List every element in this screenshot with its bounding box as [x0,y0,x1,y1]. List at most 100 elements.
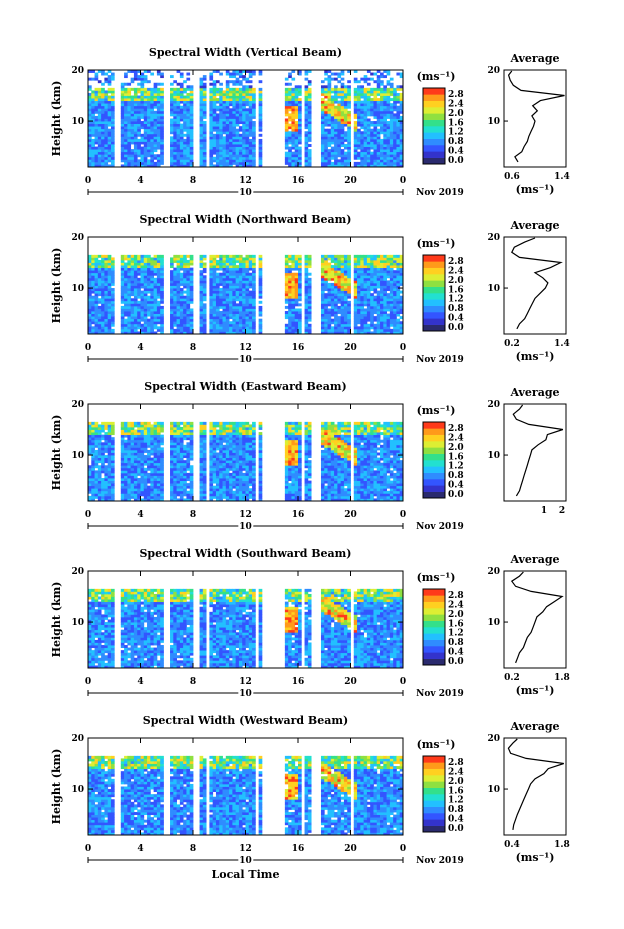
avg-x-axis-label: (ms⁻¹) [516,183,555,196]
colorbar-frame [422,254,446,332]
colorbar-swatch [423,466,445,473]
colorbar-swatch [423,126,445,133]
x-tick-label: 0 [85,677,91,687]
colorbar-swatch [423,286,445,294]
colorbar-tick-label: 1.2 [448,629,464,639]
x-tick-label: 0 [400,677,406,687]
avg-x-tick-label: 0.2 [504,339,520,349]
chart-panel-0: Spectral Width (Vertical Beam) 10 20 Height… [50,46,570,200]
avg-y-tick-label: 20 [487,400,500,410]
x-tick-label: 16 [292,176,305,186]
colorbar-swatch [423,138,445,146]
colorbar-swatch [423,658,445,666]
y-tick-label: 20 [71,567,84,577]
colorbar-swatch [423,472,445,480]
x-tick-label: 12 [239,510,252,520]
colorbar-swatch [423,589,445,596]
colorbar-tick-label: 0.4 [448,147,464,157]
heatmap-cells [88,755,404,836]
date-label: Nov 2019 [416,856,464,866]
colorbar-swatch [423,627,445,634]
colorbar-swatch [423,312,445,319]
colorbar-tick-label: 2.0 [448,610,464,620]
x-tick-label: 20 [344,343,357,353]
x-tick-label: 8 [190,343,196,353]
colorbar-frame [422,87,446,165]
colorbar-swatch [423,608,445,615]
colorbar-tick-label: 2.0 [448,777,464,787]
colorbar-tick-label: 2.0 [448,276,464,286]
y-tick-label: 10 [71,785,84,795]
x-tick-label: 12 [239,844,252,854]
colorbar-swatch [423,428,445,435]
colorbar-tick-label: 1.6 [448,452,464,462]
avg-x-tick-label: 0.2 [504,673,520,683]
colorbar-swatch [423,762,445,769]
colorbar-tick-label: 0.0 [448,657,464,667]
y-tick-label: 10 [71,618,84,628]
colorbar-swatch [423,825,445,833]
panel-title: Spectral Width (Westward Beam) [143,714,348,727]
colorbar-swatch [423,794,445,801]
colorbar-tick-label: 0.8 [448,805,464,815]
colorbar-swatch [423,601,445,609]
y-tick-label: 10 [71,117,84,127]
date-label: Nov 2019 [416,188,464,198]
colorbar-tick-label: 0.8 [448,638,464,648]
colorbar-unit: (ms⁻¹) [417,237,456,250]
date-label: Nov 2019 [416,355,464,365]
y-tick-label: 20 [71,734,84,744]
colorbar: (ms⁻¹) 2.82.42.01.61.20.80.40.0 [417,571,464,667]
colorbar-tick-label: 2.8 [448,591,464,601]
colorbar-tick-label: 2.4 [448,767,464,777]
y-axis-label: Height (km) [50,248,63,324]
average-profile-line [512,404,564,497]
avg-y-tick-label: 20 [487,734,500,744]
colorbar-tick-label: 2.4 [448,600,464,610]
colorbar-tick-label: 1.6 [448,619,464,629]
panel-title: Spectral Width (Southward Beam) [139,547,351,560]
x-tick-label: 4 [137,510,143,520]
colorbar-frame [422,588,446,666]
colorbar-swatch [423,813,445,820]
avg-y-tick-label: 20 [487,233,500,243]
colorbar-swatch [423,145,445,152]
average-frame [503,236,567,335]
avg-x-tick-label: 1 [541,506,547,516]
colorbar-swatch [423,293,445,300]
y-axis-label: Height (km) [50,582,63,658]
colorbar-tick-label: 0.4 [448,815,464,825]
colorbar-tick-label: 2.8 [448,758,464,768]
y-tick-label: 10 [71,451,84,461]
date-label: Nov 2019 [416,689,464,699]
colorbar-swatch [423,756,445,763]
average-title: Average [509,219,559,232]
colorbar-swatch [423,299,445,306]
day-label: 10 [239,522,252,532]
colorbar-swatch [423,595,445,602]
colorbar-swatch [423,614,445,621]
colorbar-unit: (ms⁻¹) [417,571,456,584]
heatmap-cells [88,588,404,669]
x-tick-label: 16 [292,844,305,854]
colorbar-tick-label: 1.2 [448,796,464,806]
average-title: Average [509,386,559,399]
colorbar-swatch [423,460,445,467]
colorbar-tick-label: 0.0 [448,156,464,166]
x-tick-label: 0 [85,844,91,854]
heatmap-cells [88,70,404,168]
colorbar-swatch [423,157,445,165]
colorbar-tick-label: 1.6 [448,118,464,128]
colorbar-swatch [423,491,445,499]
colorbar-unit: (ms⁻¹) [417,738,456,751]
colorbar-tick-label: 2.4 [448,99,464,109]
colorbar-swatch [423,107,445,114]
x-tick-label: 12 [239,176,252,186]
average-frame [503,737,567,836]
avg-x-tick-label: 1.4 [554,172,570,182]
colorbar: (ms⁻¹) 2.82.42.01.61.20.80.40.0 [417,404,464,500]
x-tick-label: 0 [85,176,91,186]
colorbar-tick-label: 1.2 [448,128,464,138]
colorbar-swatch [423,633,445,640]
